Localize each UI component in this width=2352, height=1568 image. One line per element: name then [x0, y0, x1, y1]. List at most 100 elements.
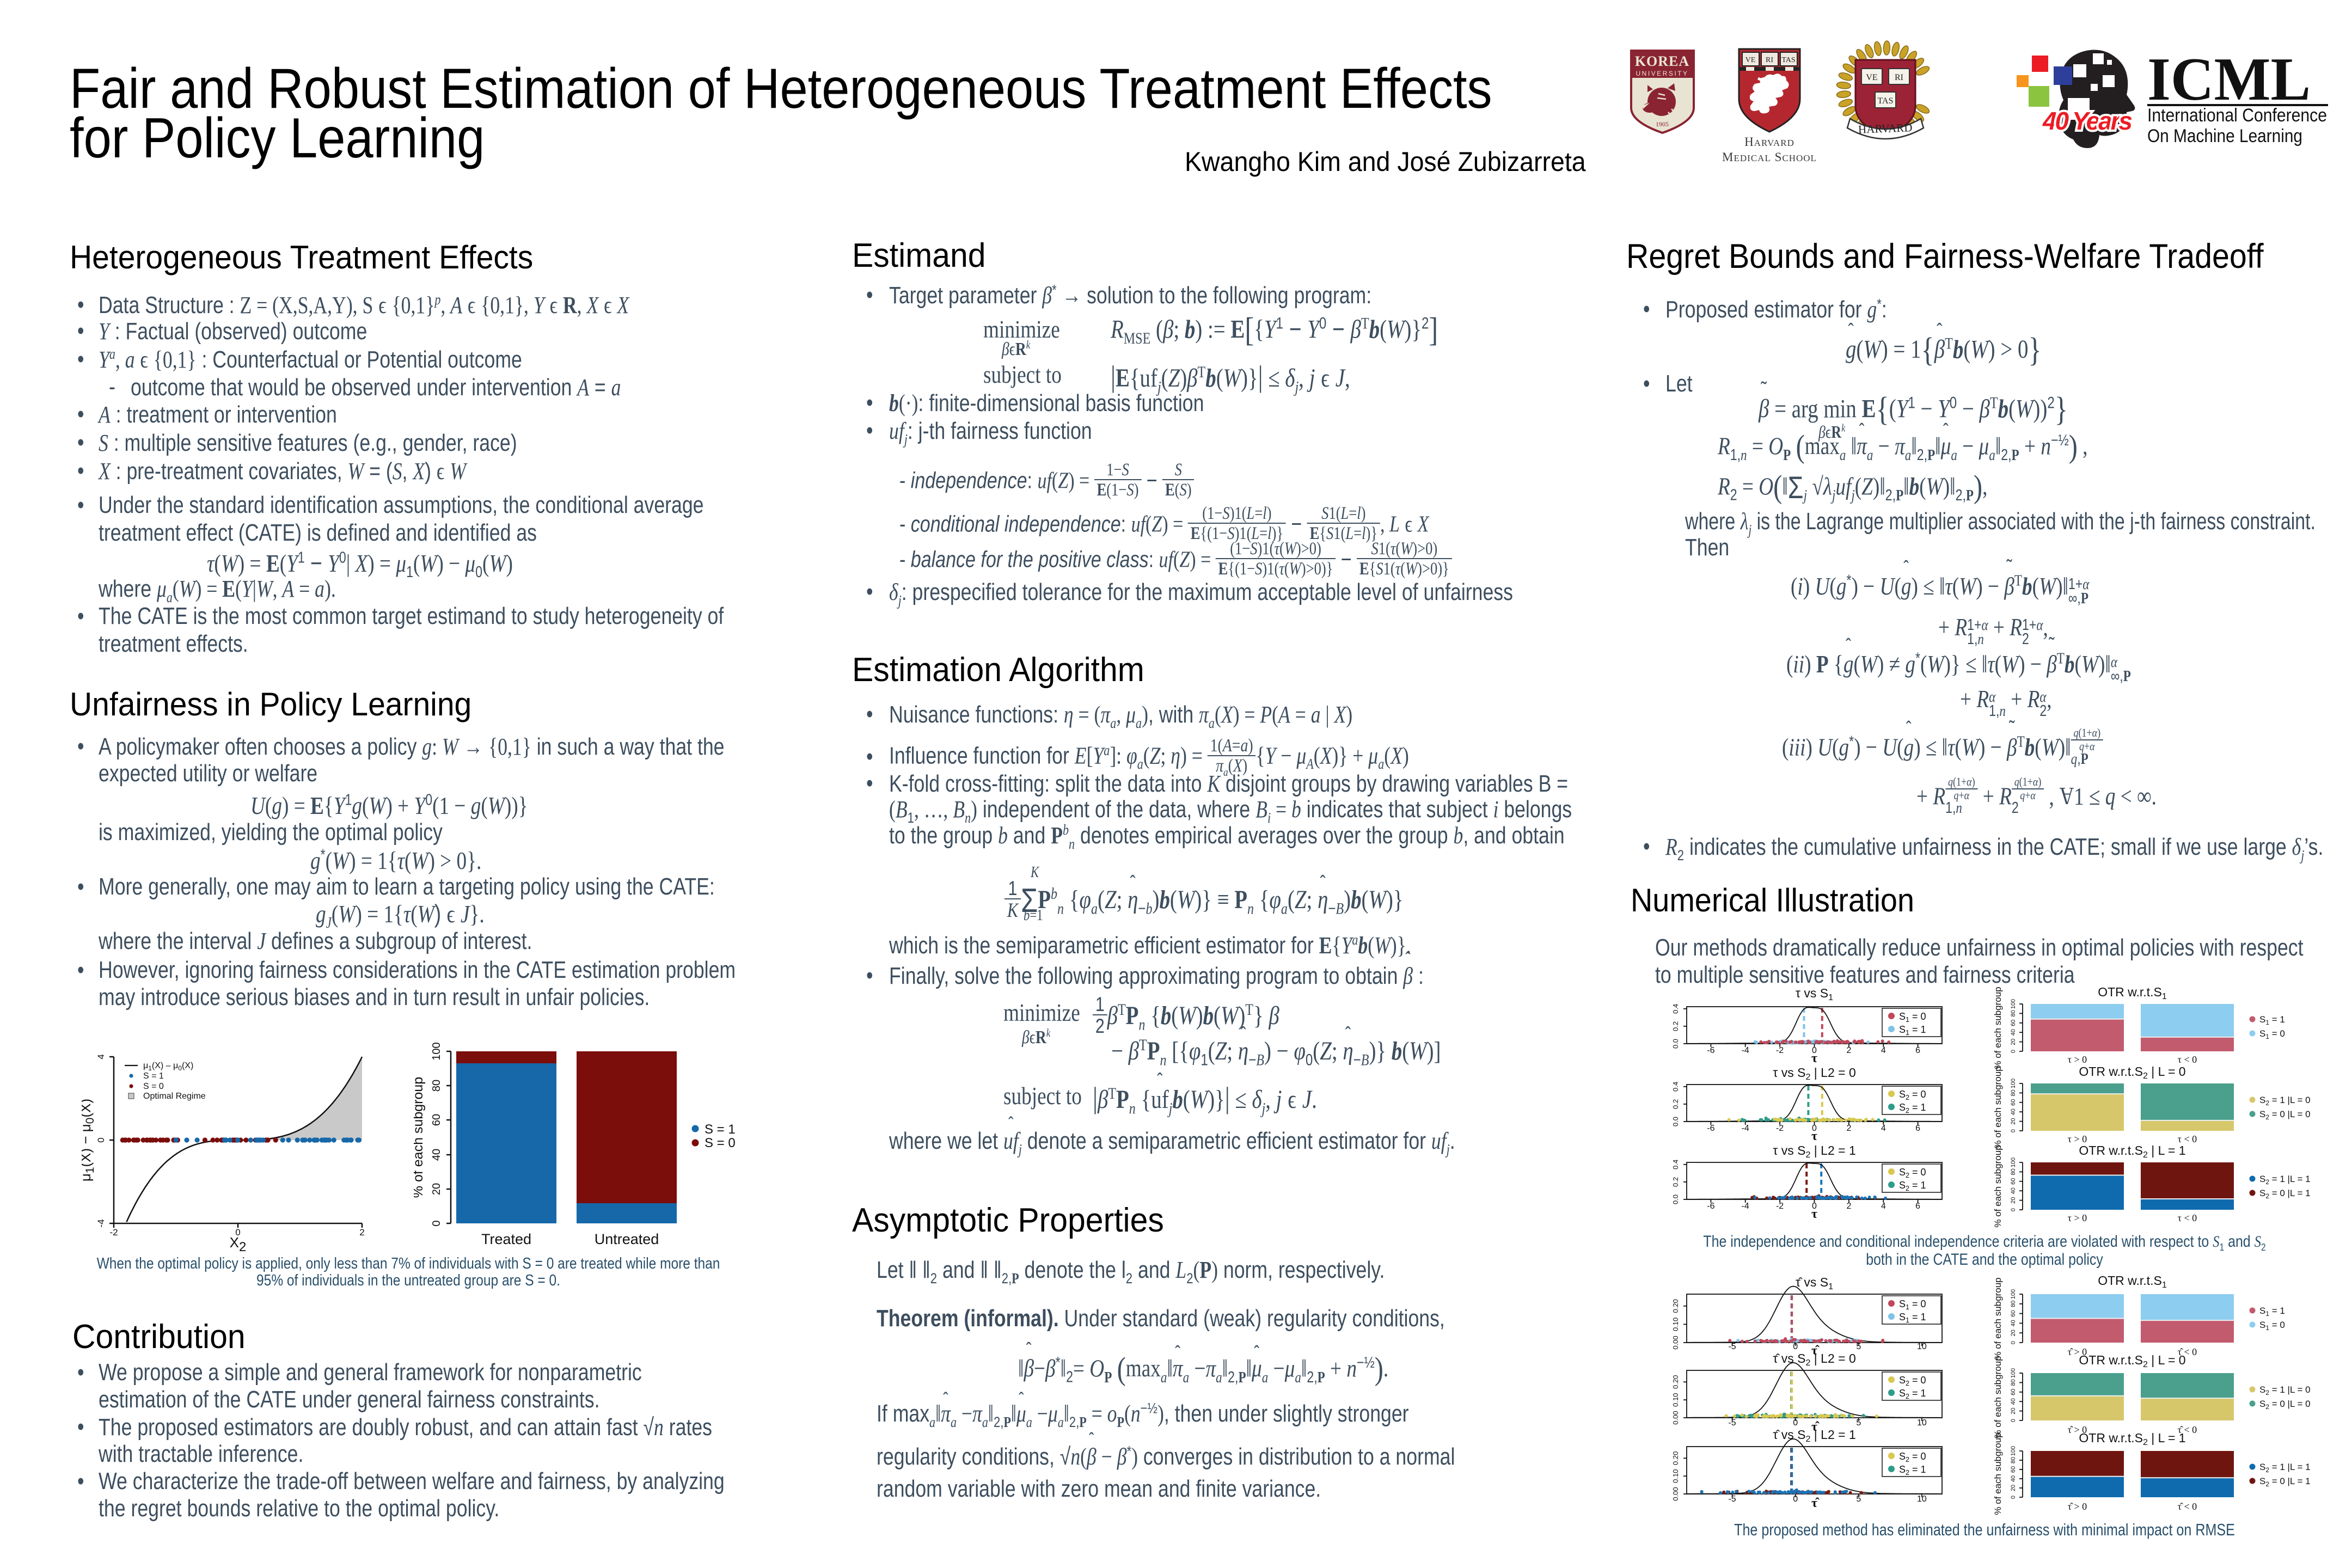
svg-text:-2: -2 [1776, 1124, 1784, 1133]
svg-text:-5: -5 [1728, 1342, 1736, 1351]
svg-text:60: 60 [2010, 1466, 2017, 1473]
svg-text:-2: -2 [1776, 1202, 1784, 1211]
svg-text:S = 0: S = 0 [143, 1082, 164, 1091]
svg-text:0: 0 [431, 1220, 443, 1226]
svg-text:0.00: 0.00 [1671, 1336, 1680, 1349]
svg-text:0.20: 0.20 [1671, 1299, 1680, 1313]
svg-text:τ > 0: τ > 0 [2068, 1212, 2087, 1223]
svg-text:80: 80 [2010, 1168, 2017, 1175]
svg-text:τ vs S2 | L2 = 0: τ vs S2 | L2 = 0 [1773, 1065, 1856, 1082]
svg-text:10: 10 [1917, 1494, 1927, 1504]
svg-text:1905: 1905 [1656, 120, 1669, 128]
svg-text:τ < 0: τ < 0 [2178, 1054, 2197, 1065]
svg-text:τ: τ [1811, 1051, 1817, 1065]
svg-text:6: 6 [1915, 1124, 1920, 1133]
svg-text:Treated: Treated [481, 1231, 531, 1247]
svg-text:% of each subgroup: % of each subgroup [414, 1077, 426, 1198]
svg-text:OTR w.r.t.S2 | L = 1: OTR w.r.t.S2 | L = 1 [2079, 1431, 2185, 1447]
svg-text:2: 2 [1846, 1124, 1851, 1133]
svg-text:0.00: 0.00 [1671, 1411, 1680, 1424]
svg-text:τ vs S1: τ vs S1 [1796, 986, 1833, 1002]
svg-text:4: 4 [1881, 1202, 1886, 1211]
svg-text:40: 40 [2010, 1320, 2017, 1326]
svg-text:S2 = 1 |L = 0: S2 = 1 |L = 0 [2259, 1385, 2311, 1396]
svg-text:0.0: 0.0 [1671, 1195, 1680, 1204]
svg-text:5: 5 [1856, 1342, 1861, 1351]
svg-text:S2 = 0 |L = 0: S2 = 0 |L = 0 [2259, 1109, 2311, 1121]
svg-text:10: 10 [1917, 1342, 1927, 1351]
svg-text:μ1(X) – μ0(X): μ1(X) – μ0(X) [143, 1061, 193, 1072]
svg-text:% of each subgroup: % of each subgroup [1993, 1432, 2003, 1515]
svg-text:0: 0 [2010, 1129, 2017, 1132]
svg-text:S1 = 1: S1 = 1 [1899, 1312, 1926, 1324]
svg-text:-6: -6 [1707, 1202, 1714, 1211]
svg-text:-5: -5 [1728, 1418, 1736, 1428]
svg-text:S1 = 0: S1 = 0 [2259, 1320, 2285, 1332]
svg-text:OTR w.r.t.S2 | L = 1: OTR w.r.t.S2 | L = 1 [2079, 1143, 2185, 1160]
svg-text:20: 20 [2010, 1407, 2017, 1414]
svg-text:0.20: 0.20 [1671, 1375, 1680, 1389]
svg-text:OTR w.r.t.S2 | L = 0: OTR w.r.t.S2 | L = 0 [2079, 1064, 2185, 1081]
svg-text:0: 0 [1812, 1124, 1817, 1133]
svg-text:-4: -4 [1742, 1046, 1749, 1055]
svg-text:τ > 0: τ > 0 [2068, 1134, 2087, 1144]
svg-text:S2 = 0: S2 = 0 [1899, 1375, 1926, 1387]
svg-text:40 Years: 40 Years [2042, 107, 2133, 135]
svg-text:6: 6 [1915, 1046, 1920, 1055]
svg-text:0: 0 [2010, 1496, 2017, 1499]
svg-text:τ̂ < 0: τ̂ < 0 [2178, 1501, 2197, 1512]
svg-text:100: 100 [2010, 1446, 2017, 1456]
svg-text:-5: -5 [1728, 1494, 1736, 1504]
svg-text:0: 0 [96, 1137, 106, 1142]
svg-text:-4: -4 [1742, 1202, 1749, 1211]
svg-text:0.2: 0.2 [1671, 1177, 1680, 1187]
svg-text:HARVARD: HARVARD [1744, 135, 1794, 149]
svg-text:0: 0 [2010, 1208, 2017, 1211]
svg-text:40: 40 [2010, 1108, 2017, 1115]
svg-text:60: 60 [2010, 1178, 2017, 1185]
svg-text:UNIVERSITY: UNIVERSITY [1636, 70, 1688, 77]
svg-text:τ̂: τ̂ [1811, 1496, 1820, 1510]
svg-text:S = 1: S = 1 [143, 1071, 164, 1081]
svg-text:60: 60 [2010, 1099, 2017, 1106]
svg-text:80: 80 [2010, 1379, 2017, 1386]
svg-text:HARVARD: HARVARD [1858, 121, 1913, 136]
svg-text:τ: τ [1811, 1207, 1817, 1221]
svg-text:OTR w.r.t.S1: OTR w.r.t.S1 [2098, 985, 2167, 1001]
svg-text:μ1(X) − μ0(X): μ1(X) − μ0(X) [82, 1099, 96, 1181]
svg-text:20: 20 [2010, 1038, 2017, 1045]
svg-text:S2 = 1 |L = 1: S2 = 1 |L = 1 [2259, 1174, 2311, 1186]
svg-text:TAS: TAS [1781, 56, 1795, 64]
svg-text:20: 20 [2010, 1118, 2017, 1124]
svg-text:KOREA: KOREA [1635, 53, 1689, 69]
svg-text:OTR w.r.t.S2 | L = 0: OTR w.r.t.S2 | L = 0 [2079, 1353, 2185, 1369]
svg-text:5: 5 [1856, 1494, 1861, 1504]
svg-text:X2: X2 [230, 1234, 247, 1254]
svg-text:60: 60 [2010, 1310, 2017, 1316]
svg-text:80: 80 [2010, 1010, 2017, 1016]
svg-text:-2: -2 [109, 1227, 118, 1238]
svg-text:40: 40 [2010, 1475, 2017, 1482]
svg-text:S2 = 0: S2 = 0 [1899, 1167, 1926, 1179]
svg-text:0: 0 [2010, 1341, 2017, 1344]
svg-text:2: 2 [359, 1227, 364, 1238]
svg-text:τ̂ < 0: τ̂ < 0 [2178, 1424, 2197, 1435]
svg-text:τ̂ vs S1: τ̂ vs S1 [1796, 1275, 1833, 1291]
svg-text:0.00: 0.00 [1671, 1487, 1680, 1500]
svg-text:2: 2 [1846, 1046, 1851, 1055]
svg-text:S1 = 0: S1 = 0 [1899, 1011, 1926, 1024]
svg-text:% of each subgroup: % of each subgroup [1993, 1066, 2003, 1148]
svg-text:S2 = 1 |L = 1: S2 = 1 |L = 1 [2259, 1462, 2311, 1474]
svg-text:4: 4 [1881, 1124, 1886, 1133]
svg-text:S = 0: S = 0 [705, 1136, 736, 1150]
svg-text:0.4: 0.4 [1671, 1160, 1680, 1169]
svg-text:ICML: ICML [2147, 46, 2311, 113]
svg-text:τ̂ < 0: τ̂ < 0 [2178, 1346, 2197, 1357]
svg-text:% of each subgroup: % of each subgroup [1993, 1145, 2003, 1227]
svg-text:S1 = 0: S1 = 0 [1899, 1298, 1926, 1311]
svg-text:60: 60 [431, 1114, 443, 1126]
svg-text:S2 = 1: S2 = 1 [1899, 1388, 1926, 1400]
svg-text:0.2: 0.2 [1671, 1021, 1680, 1031]
svg-text:τ̂ > 0: τ̂ > 0 [2068, 1346, 2087, 1357]
svg-text:0.10: 0.10 [1671, 1393, 1680, 1407]
